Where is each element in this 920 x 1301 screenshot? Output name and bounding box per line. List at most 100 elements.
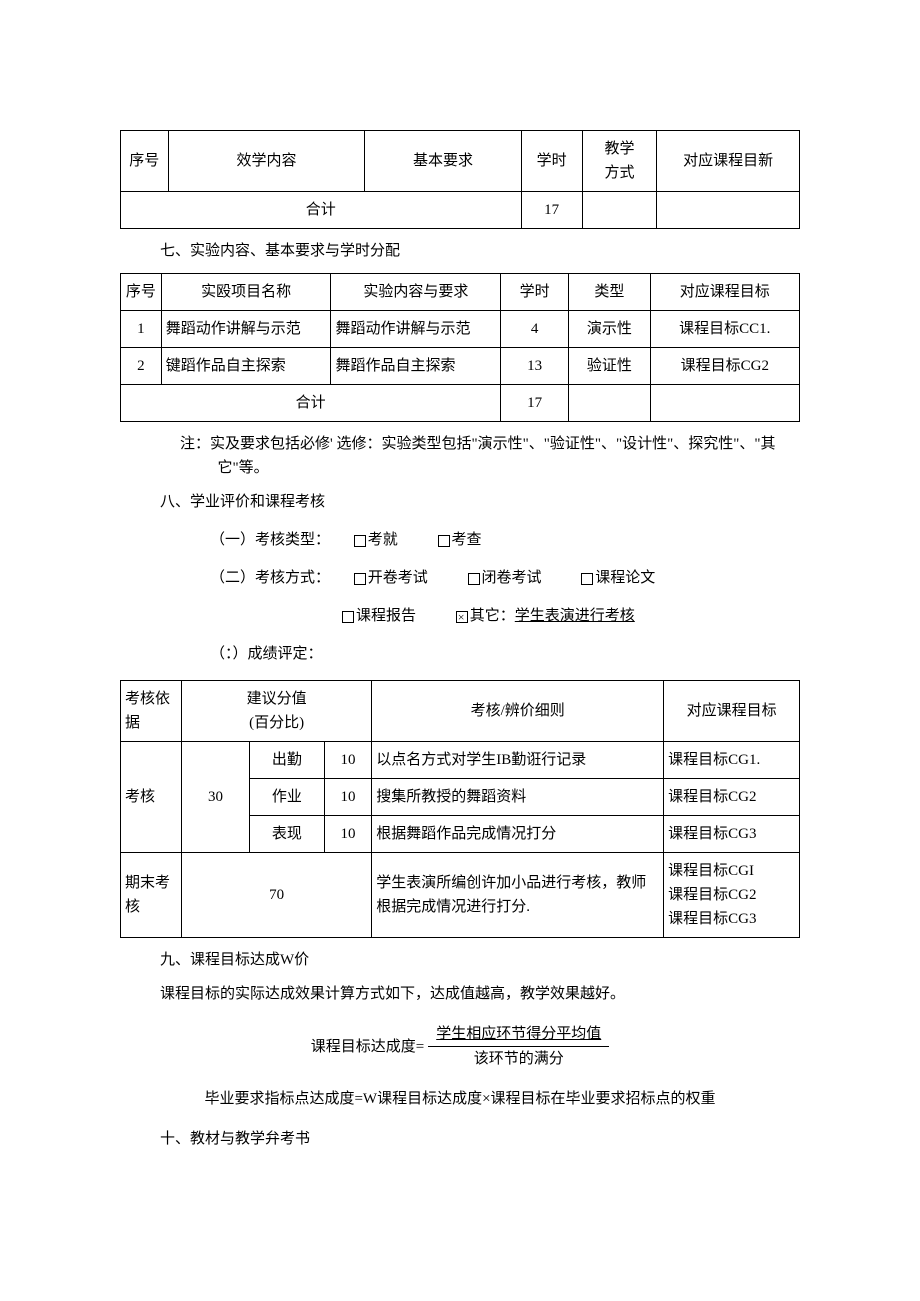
denominator: 该环节的满分 xyxy=(466,1047,572,1071)
col-score: 建议分值 (百分比) xyxy=(182,681,372,742)
cell-cat: 出勤 xyxy=(250,742,325,779)
opt-open: 开卷考试 xyxy=(368,570,428,586)
table-row: 考核 30 出勤 10 以点名方式对学生IB勤诳行记录 课程目标CG1. xyxy=(121,742,800,779)
table-row: 1 舞蹈动作讲解与示范 舞蹈动作讲解与示范 4 演示性 课程目标CC1. xyxy=(121,311,800,348)
cell-goal: 课程目标CG2 xyxy=(664,779,800,816)
col-detail: 考核/辨价细则 xyxy=(372,681,664,742)
opt-other-prefix: 其它： xyxy=(470,608,515,624)
section-7-title: 七、实验内容、基本要求与学时分配 xyxy=(160,239,800,263)
table-total-row: 合计 17 xyxy=(121,192,800,229)
table-total-row: 合计 17 xyxy=(121,385,800,422)
empty-cell xyxy=(650,385,799,422)
cell-cat: 作业 xyxy=(250,779,325,816)
numerator: 学生相应环节得分平均值 xyxy=(428,1022,609,1047)
col-type: 类型 xyxy=(569,274,650,311)
cell-seq: 2 xyxy=(121,348,162,385)
assessment-table: 考核依据 建议分值 (百分比) 考核/辨价细则 对应课程目标 考核 30 出勤 … xyxy=(120,680,800,938)
cell-hours: 13 xyxy=(501,348,569,385)
opt-other-text: 学生表演进行考核 xyxy=(515,608,635,624)
cell-name: 键蹈作品自主探索 xyxy=(161,348,331,385)
section-9-body: 课程目标的实际达成效果计算方式如下，达成值越高，教学效果越好。 xyxy=(160,982,800,1006)
col-req: 实验内容与要求 xyxy=(331,274,501,311)
cell-seq: 1 xyxy=(121,311,162,348)
cell-score: 10 xyxy=(324,742,372,779)
checkbox-paper xyxy=(581,573,593,585)
empty-cell xyxy=(657,192,800,229)
cell-score: 10 xyxy=(324,779,372,816)
col-name: 实殴项目名称 xyxy=(161,274,331,311)
cell-cat: 表现 xyxy=(250,816,325,853)
teaching-content-table: 序号 效学内容 基本要求 学时 教学 方式 对应课程目新 合计 17 xyxy=(120,130,800,229)
col-content: 效学内容 xyxy=(168,131,365,192)
col-goal: 对应课程目标 xyxy=(650,274,799,311)
col-hours: 学时 xyxy=(521,131,582,192)
grade-assessment-label: （：）成绩评定： xyxy=(210,642,800,666)
assessment-method-row: （二）考核方式： 开卷考试 闭卷考试 课程论文 xyxy=(210,566,800,590)
opt-paper: 课程论文 xyxy=(595,570,655,586)
cell-hours: 4 xyxy=(501,311,569,348)
cell-score: 10 xyxy=(324,816,372,853)
cell-req: 舞蹈动作讲解与示范 xyxy=(331,311,501,348)
opt-closed: 闭卷考试 xyxy=(482,570,542,586)
label: （二）考核方式： xyxy=(210,570,330,586)
table-row: 期末考核 70 学生表演所编创许加小品进行考核，教师根据完成情况进行打分. 课程… xyxy=(121,853,800,938)
formula-1: 课程目标达成度= 学生相应环节得分平均值 该环节的满分 xyxy=(120,1022,800,1071)
cell-goal: 课程目标CG1. xyxy=(664,742,800,779)
table-header-row: 序号 效学内容 基本要求 学时 教学 方式 对应课程目新 xyxy=(121,131,800,192)
col-seq: 序号 xyxy=(121,274,162,311)
col-goal: 对应课程目新 xyxy=(657,131,800,192)
section-10-title: 十、教材与教学弁考书 xyxy=(160,1127,800,1151)
opt-report: 课程报告 xyxy=(356,608,416,624)
fraction: 学生相应环节得分平均值 该环节的满分 xyxy=(428,1022,609,1071)
col-basis: 考核依据 xyxy=(121,681,182,742)
assessment-method-row-2: 课程报告 其它：学生表演进行考核 xyxy=(342,604,800,628)
cell-detail: 学生表演所编创许加小品进行考核，教师根据完成情况进行打分. xyxy=(372,853,664,938)
section-9-title: 九、课程目标达成W价 xyxy=(160,948,800,972)
col-requirement: 基本要求 xyxy=(365,131,521,192)
table-header-row: 序号 实殴项目名称 实验内容与要求 学时 类型 对应课程目标 xyxy=(121,274,800,311)
cell-type: 验证性 xyxy=(569,348,650,385)
experiment-note: 注：实及要求包括必修' 选修：实验类型包括"演示性"、"验证性"、"设计性"、探… xyxy=(180,432,800,480)
cell-basis: 期末考核 xyxy=(121,853,182,938)
cell-name: 舞蹈动作讲解与示范 xyxy=(161,311,331,348)
table-row: 2 键蹈作品自主探索 舞蹈作品自主探索 13 验证性 课程目标CG2 xyxy=(121,348,800,385)
section-8-title: 八、学业评价和课程考核 xyxy=(160,490,800,514)
checkbox-check xyxy=(438,535,450,547)
total-hours: 17 xyxy=(521,192,582,229)
cell-goal: 课程目标CG3 xyxy=(664,816,800,853)
cell-goal: 课程目标CGI 课程目标CG2 课程目标CG3 xyxy=(664,853,800,938)
cell-score: 70 xyxy=(182,853,372,938)
checkbox-report xyxy=(342,611,354,623)
checkbox-exam xyxy=(354,535,366,547)
checkbox-open xyxy=(354,573,366,585)
empty-cell xyxy=(569,385,650,422)
table-header-row: 考核依据 建议分值 (百分比) 考核/辨价细则 对应课程目标 xyxy=(121,681,800,742)
cell-detail: 搜集所教授的舞蹈资料 xyxy=(372,779,664,816)
cell-goal: 课程目标CG2 xyxy=(650,348,799,385)
col-method: 教学 方式 xyxy=(582,131,657,192)
total-label: 合计 xyxy=(121,192,522,229)
cell-type: 演示性 xyxy=(569,311,650,348)
checkbox-closed xyxy=(468,573,480,585)
experiment-table: 序号 实殴项目名称 实验内容与要求 学时 类型 对应课程目标 1 舞蹈动作讲解与… xyxy=(120,273,800,422)
formula-text: 毕业要求指标点达成度=W课程目标达成度×课程目标在毕业要求招标点的权重 xyxy=(204,1091,715,1107)
total-label: 合计 xyxy=(121,385,501,422)
cell-req: 舞蹈作品自主探索 xyxy=(331,348,501,385)
label: （一）考核类型： xyxy=(210,532,330,548)
formula-left: 课程目标达成度= xyxy=(311,1035,424,1059)
assessment-type-row: （一）考核类型： 考就 考查 xyxy=(210,528,800,552)
col-seq: 序号 xyxy=(121,131,169,192)
cell-detail: 根据舞蹈作品完成情况打分 xyxy=(372,816,664,853)
opt-check: 考查 xyxy=(452,532,482,548)
cell-detail: 以点名方式对学生IB勤诳行记录 xyxy=(372,742,664,779)
col-goal: 对应课程目标 xyxy=(664,681,800,742)
checkbox-other xyxy=(456,611,468,623)
formula-2: 毕业要求指标点达成度=W课程目标达成度×课程目标在毕业要求招标点的权重 xyxy=(120,1087,800,1111)
cell-basis: 考核 xyxy=(121,742,182,853)
cell-goal: 课程目标CC1. xyxy=(650,311,799,348)
total-hours: 17 xyxy=(501,385,569,422)
col-hours: 学时 xyxy=(501,274,569,311)
opt-exam: 考就 xyxy=(368,532,398,548)
cell-total-score: 30 xyxy=(182,742,250,853)
empty-cell xyxy=(582,192,657,229)
